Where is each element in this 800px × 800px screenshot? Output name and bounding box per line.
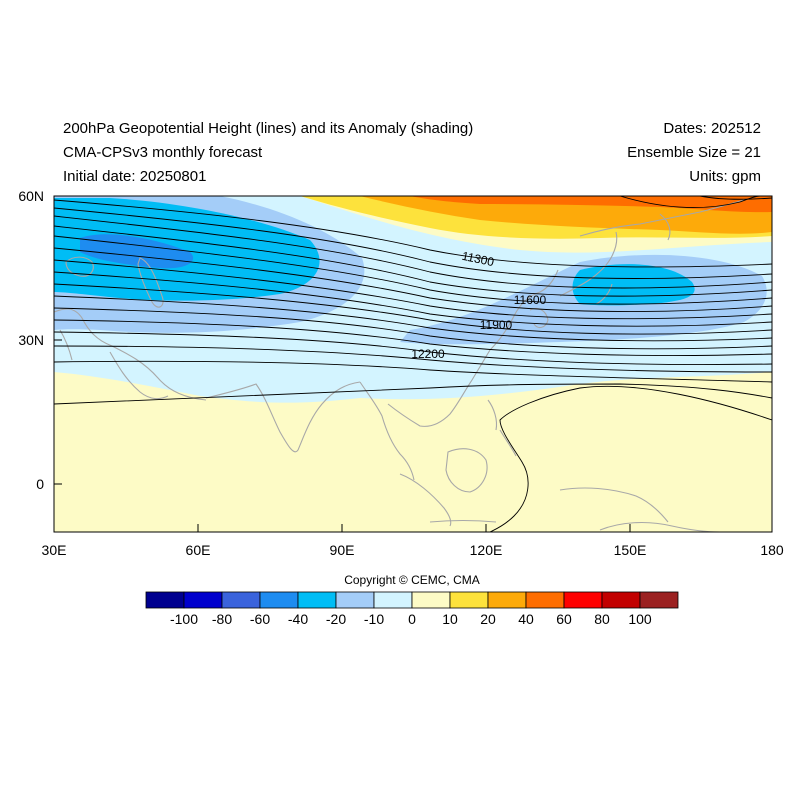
anomaly-shading-neg-60 (80, 234, 194, 269)
colorbar-label: 40 (518, 611, 534, 627)
colorbar-label: 100 (628, 611, 652, 627)
contour-label-11600: 11600 (514, 293, 547, 307)
colorbar-label: -40 (288, 611, 308, 627)
units: Units: gpm (689, 168, 761, 185)
colorbar-label: -20 (326, 611, 346, 627)
initial-date: Initial date: 20250801 (63, 168, 206, 185)
map-frame (53, 195, 773, 533)
height-contours (54, 196, 772, 532)
colorbar-box (639, 591, 679, 609)
colorbar-label: 10 (442, 611, 458, 627)
lon-tick-labels: 30E 60E 90E 120E 150E 180 (42, 542, 784, 558)
colorbar-box (487, 591, 527, 609)
header-left: 200hPa Geopotential Height (lines) and i… (63, 120, 473, 185)
colorbar (145, 591, 679, 609)
lon-tick-180: 180 (760, 542, 784, 558)
colorbar-box (373, 591, 413, 609)
header-right: Dates: 202512 Ensemble Size = 21 Units: … (627, 120, 761, 185)
colorbar-box (259, 591, 299, 609)
colorbar-box (411, 591, 451, 609)
contour-labels: 11300 11600 11900 12200 (411, 249, 546, 361)
colorbar-box (221, 591, 261, 609)
colorbar-box (525, 591, 565, 609)
colorbar-box (145, 591, 185, 609)
colorbar-label: 60 (556, 611, 572, 627)
colorbar-label: -100 (170, 611, 198, 627)
colorbar-label: -10 (364, 611, 384, 627)
ensemble-size: Ensemble Size = 21 (627, 144, 761, 161)
colorbar-box (449, 591, 489, 609)
lon-tick-60e: 60E (186, 542, 211, 558)
colorbar-label: -60 (250, 611, 270, 627)
lat-tick-0: 0 (36, 476, 44, 492)
contour-label-12200: 12200 (411, 347, 445, 361)
anomaly-shading-pos-40 (410, 196, 772, 213)
colorbar-label: 0 (408, 611, 416, 627)
forecast-dates: Dates: 202512 (663, 120, 761, 137)
axis-ticks (53, 195, 773, 532)
lat-tick-labels: 60N 30N 0 (18, 188, 44, 492)
colorbar-label: 20 (480, 611, 496, 627)
contour-label-11300: 11300 (461, 249, 496, 270)
lat-tick-30n: 30N (18, 332, 44, 348)
subtitle: CMA-CPSv3 monthly forecast (63, 144, 263, 161)
copyright: Copyright © CEMC, CMA (344, 573, 480, 587)
colorbar-box (183, 591, 223, 609)
map-panel: 11300 11600 11900 12200 (54, 196, 772, 532)
colorbar-box (335, 591, 375, 609)
colorbar-box (601, 591, 641, 609)
lon-tick-150e: 150E (614, 542, 647, 558)
lat-tick-60n: 60N (18, 188, 44, 204)
colorbar-label: -80 (212, 611, 232, 627)
lon-tick-30e: 30E (42, 542, 67, 558)
anomaly-shading-neg-40-pacific (572, 264, 695, 306)
colorbar-label: 80 (594, 611, 610, 627)
colorbar-box (297, 591, 337, 609)
lon-tick-120e: 120E (470, 542, 503, 558)
colorbar-labels: -100 -80 -60 -40 -20 -10 0 10 20 40 60 80 100 (170, 611, 652, 627)
colorbar-box (563, 591, 603, 609)
lon-tick-90e: 90E (330, 542, 355, 558)
contour-label-11900: 11900 (480, 318, 513, 332)
title: 200hPa Geopotential Height (lines) and i… (63, 120, 473, 137)
